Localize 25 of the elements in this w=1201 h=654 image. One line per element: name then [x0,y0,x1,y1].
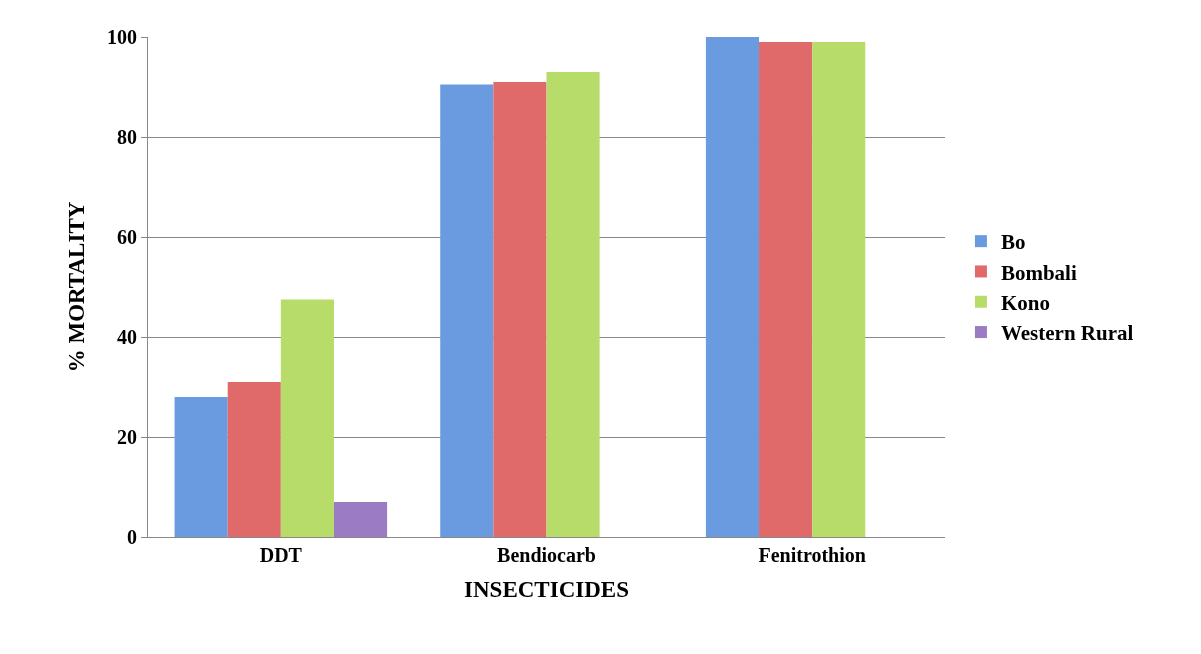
y-axis-title: % MORTALITY [64,201,90,373]
bar [440,84,494,537]
bar [759,42,813,537]
bar [333,502,388,537]
bar [546,72,600,537]
y-tick-label: 20 [117,426,137,448]
bar [812,42,866,537]
y-tick-label: 40 [117,326,137,348]
bar [280,299,334,537]
legend-label: Bo [1000,230,1026,255]
legend-label: Kono [1000,290,1050,315]
legend-label: Western Rural [1000,321,1134,346]
x-tick-label: Bendiocarb [497,544,596,566]
legend-label: Bombali [1000,260,1077,285]
y-tick-label: 60 [117,226,137,248]
bar [493,82,547,537]
y-tick-label: 80 [117,126,137,148]
y-tick-label: 0 [127,526,137,548]
bar [227,382,281,537]
x-tick-label: DDT [259,544,303,566]
y-tick-label: 100 [107,26,137,48]
bar [174,397,228,537]
bar [705,37,760,537]
x-axis-title: INSECTICIDES [464,576,629,602]
x-tick-label: Fenitrothion [758,544,866,566]
